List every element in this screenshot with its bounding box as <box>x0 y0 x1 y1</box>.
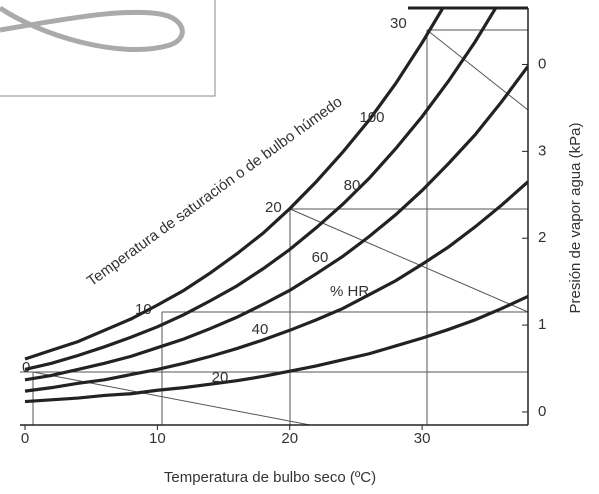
chart: Temperatura de bulbo seco (ºC) Presión d… <box>0 0 599 494</box>
curve-label: 60 <box>312 249 329 266</box>
saturation-label: 20 <box>265 199 282 216</box>
curve-label: 80 <box>344 177 361 194</box>
y-tick-label: 1 <box>538 316 546 333</box>
x-tick-label: 30 <box>414 430 431 447</box>
y-tick-label: 0 <box>538 55 546 72</box>
saturation-label: 30 <box>390 15 407 32</box>
x-tick-label: 0 <box>21 430 29 447</box>
y-tick-label: 0 <box>538 403 546 420</box>
inset <box>0 0 215 96</box>
curve-label: 20 <box>212 369 229 386</box>
x-axis-label: Temperatura de bulbo seco (ºC) <box>164 469 376 486</box>
y-tick-label: 3 <box>538 142 546 159</box>
curve-label: 40 <box>252 321 269 338</box>
y-axis-label: Presión de vapor agua (kPa) <box>567 123 584 314</box>
y-tick-label: 2 <box>538 229 546 246</box>
x-tick-label: 20 <box>281 430 298 447</box>
x-tick-label: 10 <box>149 430 166 447</box>
rh-curve <box>25 0 528 359</box>
construction-lines <box>20 8 528 425</box>
rh-curve <box>25 0 528 369</box>
curve-label: 100 <box>359 109 384 126</box>
